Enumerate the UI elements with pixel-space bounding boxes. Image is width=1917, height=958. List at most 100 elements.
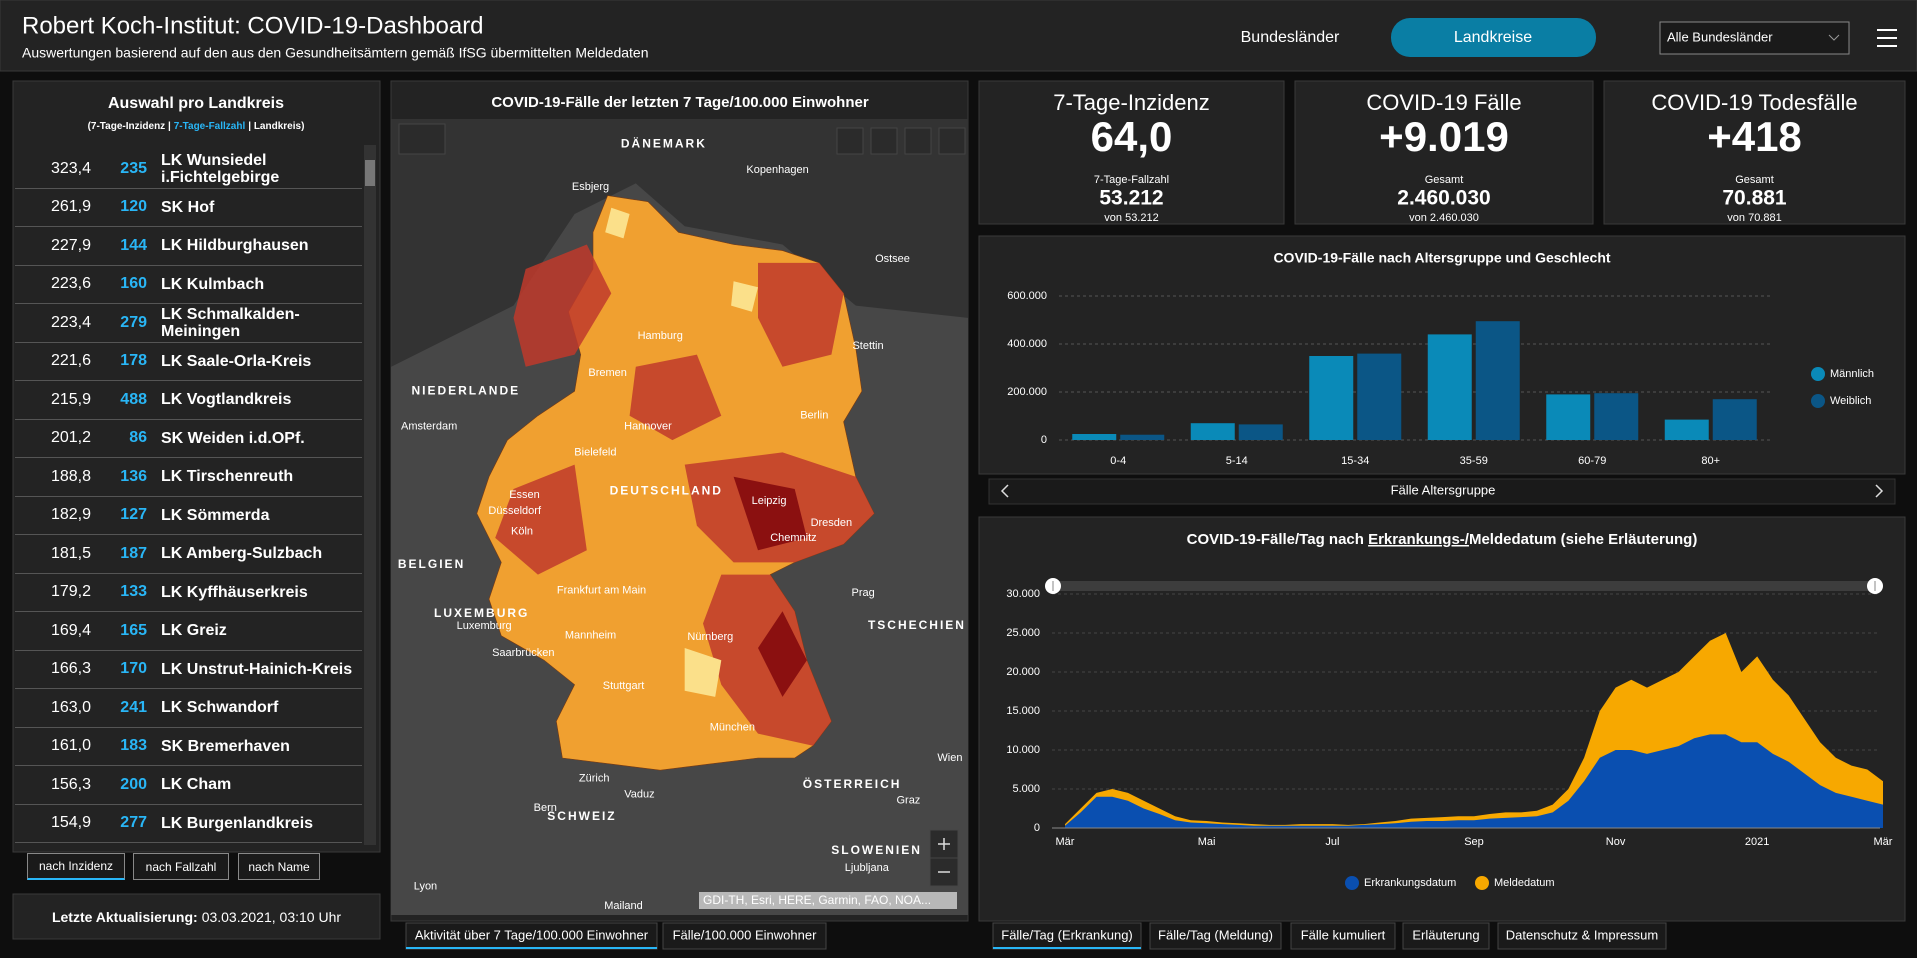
list-row[interactable]: 201,2 86 SK Weiden i.d.OPf. [15, 420, 362, 458]
nav-button: Landkreise [1454, 29, 1532, 46]
district: SK Bremerhaven [161, 737, 290, 755]
title-part: Erkrankungs-/ [1368, 531, 1470, 548]
bar[interactable] [1594, 393, 1639, 440]
list-row[interactable]: 161,0 183 SK Bremerhaven [15, 728, 362, 766]
district: LK Schwandorf [161, 699, 279, 717]
map-tool[interactable] [398, 123, 446, 155]
sort-button[interactable]: nach Name [238, 853, 320, 880]
x-axis-label: Fälle Altersgruppe [1391, 482, 1496, 497]
kpi-value: +9.019 [1379, 113, 1509, 160]
kpi-note: von 2.460.030 [1409, 212, 1479, 224]
list-row[interactable]: 169,4 165 LK Greiz [15, 612, 362, 651]
list-row[interactable]: 261,9 120 SK Hof [15, 189, 362, 227]
case-count: 277 [120, 814, 147, 832]
sort-button[interactable]: nach Fallzahl [133, 853, 229, 880]
case-count: 144 [120, 236, 147, 254]
tab[interactable] [1149, 922, 1282, 950]
list-row[interactable]: 182,9 127 LK Sömmerda [15, 497, 362, 535]
bar[interactable] [1427, 334, 1472, 440]
list-row[interactable]: 221,6 178 LK Saale-Orla-Kreis [15, 343, 362, 381]
list-row[interactable]: 323,4 235 LK Wunsiedel i.Fichtelgebirge [15, 150, 362, 189]
tab[interactable] [1497, 922, 1667, 950]
map-label: Ostsee [875, 253, 910, 265]
list-row[interactable]: 181,5 187 LK Amberg-Sulzbach [15, 535, 362, 574]
map-label: SLOWENIEN [831, 843, 922, 857]
map-tool[interactable] [904, 127, 932, 155]
legend-label: Erkrankungsdatum [1364, 877, 1456, 889]
bar[interactable] [1664, 419, 1709, 440]
map-label: Ljubljana [845, 862, 890, 874]
list-legend: (7-Tage-Inzidenz | 7-Tage-Fallzahl | Landk… [88, 121, 305, 132]
map-tool[interactable] [870, 127, 898, 155]
map-tool[interactable] [938, 127, 966, 155]
case-count: 136 [120, 467, 147, 485]
kpi-note: von 70.881 [1727, 212, 1781, 224]
chart-title: COVID-19-Fälle/Tag nach Erkrankungs-/Mel… [1187, 531, 1698, 548]
bar[interactable] [1190, 423, 1235, 440]
bar[interactable] [1072, 434, 1117, 440]
case-count: 178 [120, 352, 147, 370]
case-count: 120 [120, 198, 147, 216]
district: SK Hof [161, 198, 215, 216]
y-tick-label: 200.000 [1007, 386, 1047, 398]
list-row[interactable]: 188,8 136 LK Tirschenreuth [15, 458, 362, 497]
kpi-value: +418 [1707, 113, 1802, 160]
tab-label: Datenschutz & Impressum [1506, 927, 1658, 942]
incidence: 169,4 [50, 621, 91, 639]
bar[interactable] [1475, 321, 1520, 440]
scroll-thumb[interactable] [365, 160, 375, 186]
bar[interactable] [1120, 434, 1165, 440]
bar[interactable] [1309, 356, 1354, 440]
map-label: Esbjerg [572, 181, 609, 193]
x-tick-label: 5-14 [1226, 455, 1248, 467]
map-tool[interactable] [929, 857, 959, 887]
map-label: Saarbrücken [492, 647, 554, 659]
map-tab[interactable] [405, 922, 658, 950]
tab-label: Fälle/Tag (Erkrankung) [1001, 927, 1133, 942]
bar[interactable] [1712, 399, 1757, 440]
dropdown[interactable] [1659, 21, 1850, 55]
list-row[interactable]: 166,3 170 LK Unstrut-Hainich-Kreis [15, 651, 362, 689]
map-tool[interactable] [836, 127, 864, 155]
district: LK Schmalkalden-Meiningen [161, 305, 300, 340]
kpi-card [1603, 80, 1906, 225]
tab[interactable] [992, 922, 1142, 950]
subtitle: Auswertungen basierend auf den aus den G… [22, 45, 649, 61]
slider-track [1051, 581, 1874, 591]
bar[interactable] [1546, 394, 1591, 440]
list-row[interactable]: 163,0 241 LK Schwandorf [15, 689, 362, 728]
area[interactable] [1065, 734, 1883, 828]
map-label: Prag [852, 587, 875, 599]
map-label: Kopenhagen [746, 164, 808, 176]
district: LK Kyffhäuserkreis [161, 583, 308, 601]
tab-label: Fälle/Tag (Meldung) [1158, 927, 1273, 942]
district: LK Saale-Orla-Kreis [161, 352, 312, 370]
tab[interactable] [1290, 922, 1396, 950]
bar[interactable] [1357, 353, 1402, 440]
sort-button[interactable]: nach Inzidenz [27, 853, 125, 880]
attribution: GDI-TH, Esri, HERE, Garmin, FAO, NOA... [703, 893, 931, 907]
region [605, 207, 630, 239]
nav-active[interactable] [1391, 18, 1596, 57]
map-label: DÄNEMARK [621, 135, 707, 150]
incidence: 261,9 [50, 198, 91, 216]
map-label: Lyon [414, 880, 437, 892]
case-count: 86 [129, 429, 147, 447]
list-row[interactable]: 179,2 133 LK Kyffhäuserkreis [15, 574, 362, 612]
y-tick-label: 20.000 [1006, 666, 1040, 678]
map-tab[interactable] [662, 922, 827, 950]
bar[interactable] [1238, 424, 1283, 440]
legend-part: 7-Tage-Fallzahl [174, 121, 246, 132]
list-row[interactable]: 215,9 488 LK Vogtlandkreis [15, 381, 362, 420]
tab[interactable] [1402, 922, 1490, 950]
list-row[interactable]: 156,3 200 LK Cham [15, 766, 362, 805]
list-row[interactable]: 223,6 160 LK Kulmbach [15, 266, 362, 304]
map[interactable] [391, 119, 968, 915]
kpi-title: COVID-19 Fälle [1366, 90, 1521, 115]
map-label: ÖSTERREICH [803, 776, 902, 791]
list-row[interactable]: 223,4 279 LK Schmalkalden-Meiningen [15, 304, 362, 343]
list-row[interactable]: 227,9 144 LK Hildburghausen [15, 227, 362, 266]
y-tick-label: 5.000 [1012, 783, 1040, 795]
list-row[interactable]: 154,9 277 LK Burgenlandkreis [15, 805, 362, 843]
case-count: 187 [120, 544, 147, 562]
